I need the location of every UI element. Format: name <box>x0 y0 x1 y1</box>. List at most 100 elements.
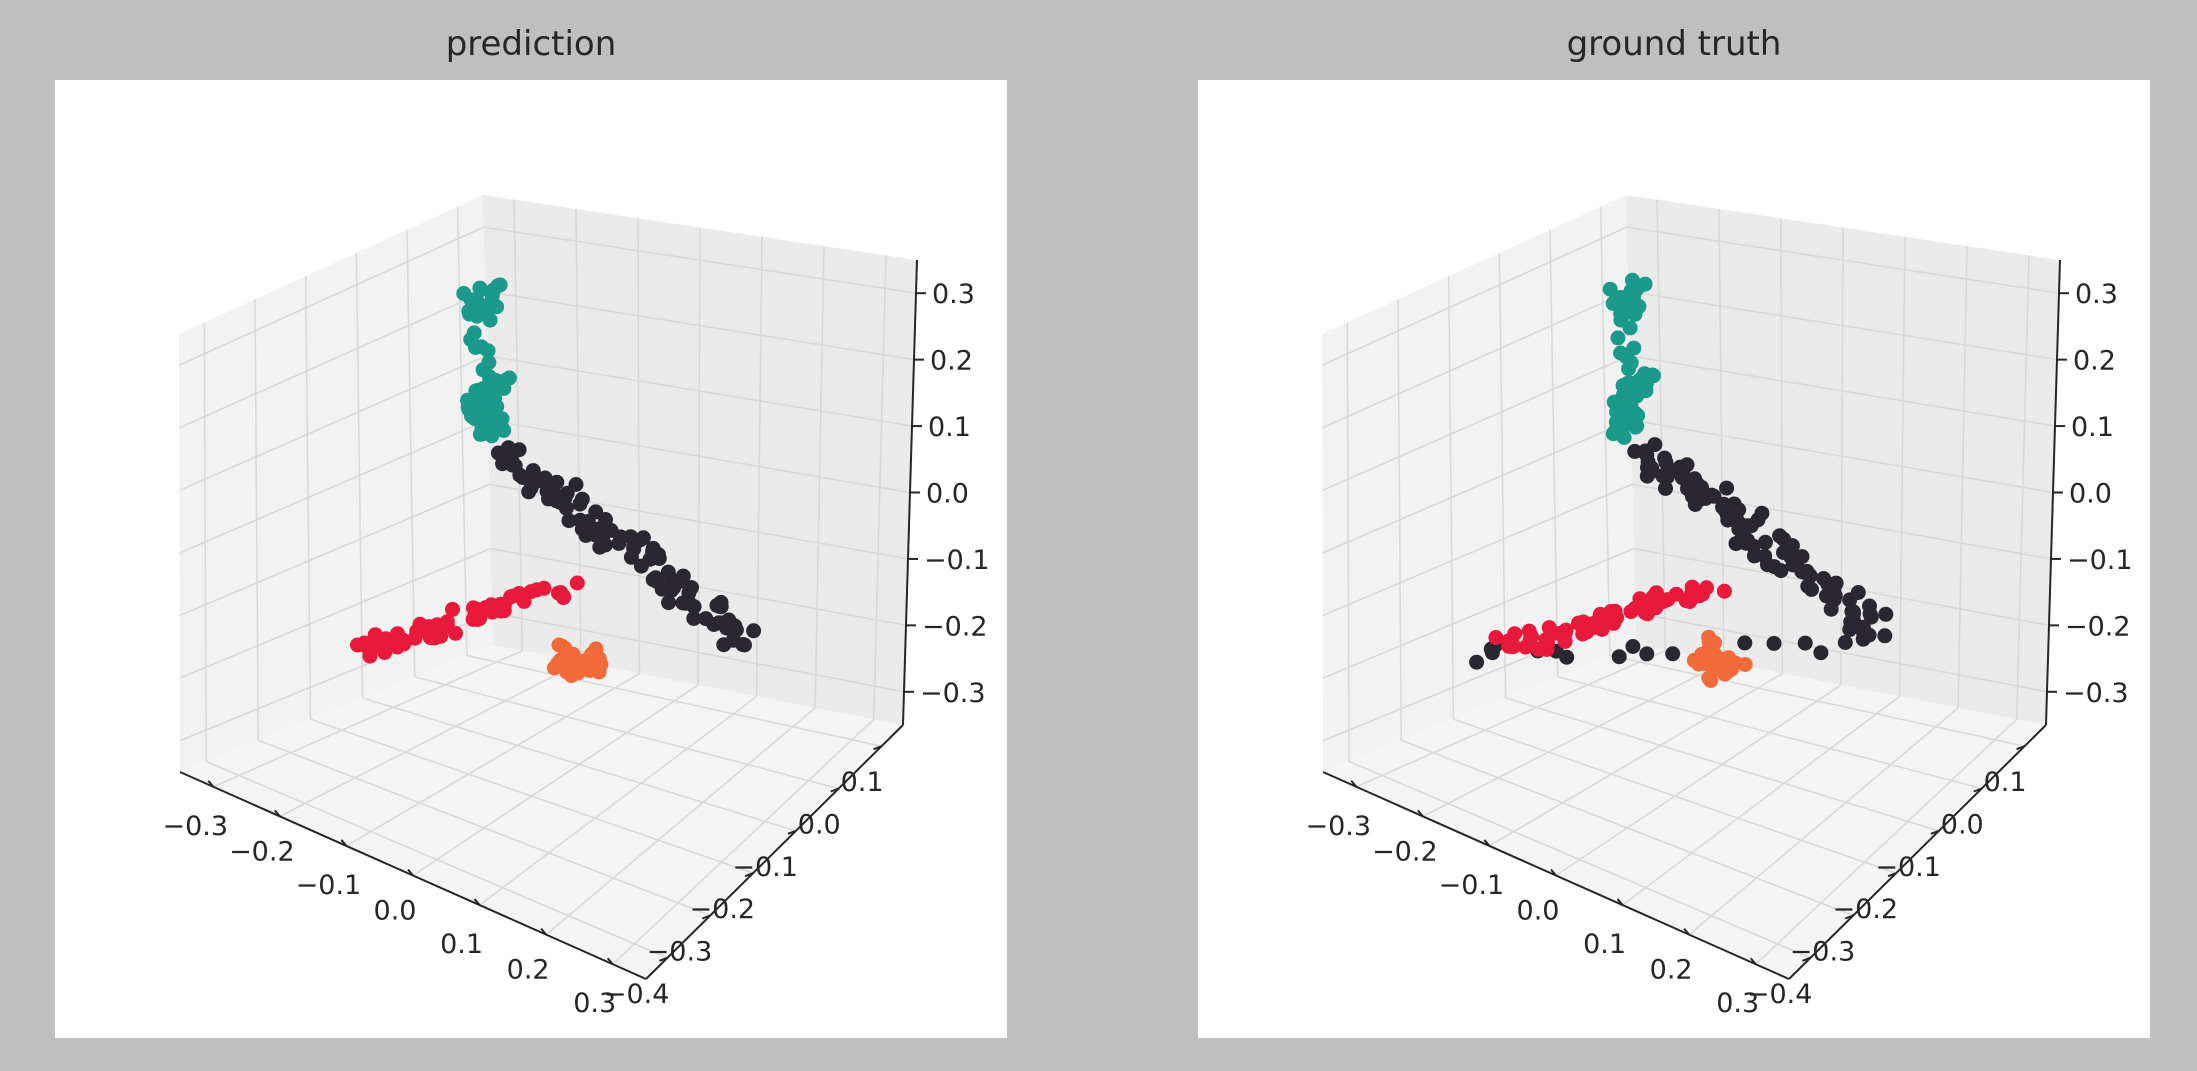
y-tick-mark <box>873 745 882 751</box>
y-tick-label: 0.0 <box>1941 810 1984 841</box>
y-tick-mark <box>1887 872 1897 878</box>
grid-line-z <box>1322 547 1635 679</box>
data-point <box>661 595 677 611</box>
data-point <box>1757 534 1773 550</box>
data-point <box>429 617 445 633</box>
grid-line-z <box>178 226 485 367</box>
grid-line-x <box>346 672 640 847</box>
x-tick-mark <box>407 868 414 877</box>
x-tick-label: −0.1 <box>1439 870 1505 901</box>
data-point <box>558 500 574 516</box>
data-point <box>735 636 751 652</box>
x-tick-mark <box>1616 898 1624 906</box>
data-point <box>1501 639 1517 654</box>
x-tick-label: −0.3 <box>163 811 229 842</box>
data-point <box>1737 635 1753 651</box>
z-tick-label: 0.1 <box>928 412 971 443</box>
data-point <box>1627 600 1643 616</box>
data-point <box>1469 654 1485 670</box>
y-tick-mark <box>744 872 754 878</box>
grid-line-z <box>485 290 915 361</box>
grid-line-x <box>479 695 758 906</box>
x-tick-mark <box>340 839 348 847</box>
data-point <box>478 306 494 322</box>
data-point <box>666 580 681 596</box>
chart-panel-prediction: −0.3 −0.2 −0.1 0.0 0.1 0.2 0.3 −0.4 −0.3 −0.2 −0.1… <box>55 80 1007 1038</box>
grid-line-z <box>1629 354 2056 427</box>
data-point <box>378 631 394 647</box>
scatter-3d-prediction: −0.3−0.2−0.10.00.10.20.3−0.4−0.3−0.2−0.1… <box>163 195 990 1019</box>
x-tick-label: 0.2 <box>507 955 550 986</box>
data-point <box>623 549 639 565</box>
data-point <box>494 602 510 618</box>
grid-line-y <box>257 739 711 917</box>
data-point <box>1573 618 1589 634</box>
data-point <box>1623 355 1639 371</box>
data-point <box>1658 480 1673 496</box>
grid-line-z <box>1628 290 2058 361</box>
y-tick-label: −0.4 <box>1747 979 1813 1010</box>
pane-back <box>1626 195 2060 725</box>
series-body <box>490 440 762 653</box>
data-point <box>1613 345 1629 361</box>
y-tick-label: 0.1 <box>1984 767 2027 798</box>
pane-back <box>483 195 917 725</box>
x-tick-mark <box>1483 839 1491 847</box>
grid-line-x <box>1489 672 1783 847</box>
grid-line-x <box>412 684 699 877</box>
grid-line-x <box>212 649 523 788</box>
x-tick-mark <box>1749 957 1757 965</box>
data-point <box>1837 635 1853 650</box>
x-tick-label: 0.0 <box>374 896 417 927</box>
series-body <box>1469 437 1894 670</box>
grid-line-y <box>466 654 882 747</box>
series-engine <box>546 637 609 684</box>
data-point <box>1707 635 1722 651</box>
x-tick-mark <box>1683 928 1690 936</box>
data-point <box>350 637 365 653</box>
data-point <box>1639 646 1655 662</box>
y-tick-label: 0.1 <box>841 767 884 798</box>
data-point <box>1813 645 1829 661</box>
data-point <box>478 600 494 616</box>
y-tick-label: −0.4 <box>604 979 670 1010</box>
data-point <box>686 599 702 615</box>
data-point <box>1488 630 1504 645</box>
data-point <box>597 537 613 553</box>
data-point <box>1797 635 1813 651</box>
data-point <box>1827 588 1843 604</box>
data-point <box>654 581 670 597</box>
data-point <box>1823 601 1839 617</box>
data-point <box>1665 646 1681 662</box>
grid-line-y <box>1348 760 1811 959</box>
data-point <box>521 484 537 500</box>
z-tick-label: −0.3 <box>920 678 986 709</box>
data-point <box>1794 549 1810 565</box>
grid-line-x <box>1355 649 1666 788</box>
grid-line-x <box>1422 661 1725 818</box>
grid-line-y <box>1505 697 1940 832</box>
data-point <box>684 580 699 596</box>
y-tick-mark <box>1930 829 1940 835</box>
data-point <box>1521 623 1537 639</box>
x-tick-label: 0.0 <box>1517 896 1560 927</box>
grid-line-z <box>179 547 492 679</box>
data-point <box>1784 538 1800 554</box>
grid-line-x <box>1755 718 2018 965</box>
data-point <box>1624 287 1640 303</box>
x-tick-label: 0.1 <box>1583 929 1626 960</box>
grid-line-y <box>1400 739 1854 917</box>
x-tick-label: 0.2 <box>1650 955 1693 986</box>
grid-line-y <box>414 675 839 790</box>
series-tail <box>1602 272 1661 445</box>
data-point <box>1622 320 1638 336</box>
grid-line-z <box>487 419 911 494</box>
data-point <box>422 630 438 646</box>
data-point <box>1659 469 1675 485</box>
data-point <box>1699 580 1714 596</box>
scatter-3d-ground-truth: −0.3−0.2−0.10.00.10.20.3−0.4−0.3−0.2−0.1… <box>1306 195 2133 1019</box>
data-point <box>572 496 588 512</box>
z-tick-label: −0.2 <box>922 611 988 642</box>
data-point <box>1754 505 1770 521</box>
data-point <box>661 567 677 583</box>
